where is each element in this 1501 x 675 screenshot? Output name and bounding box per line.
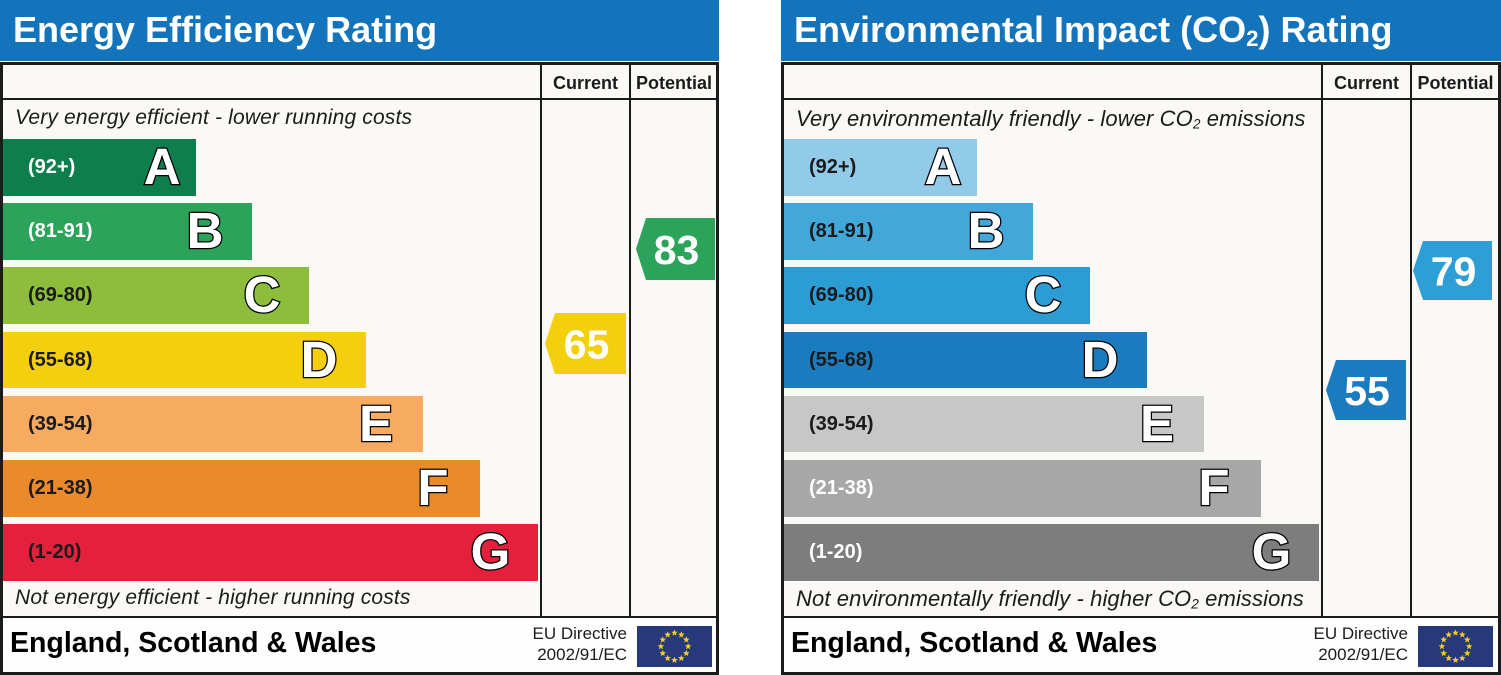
svg-text:79: 79 [1431,249,1477,295]
svg-text:65: 65 [564,322,610,368]
svg-text:55: 55 [1344,368,1390,414]
svg-text:83: 83 [654,227,700,273]
